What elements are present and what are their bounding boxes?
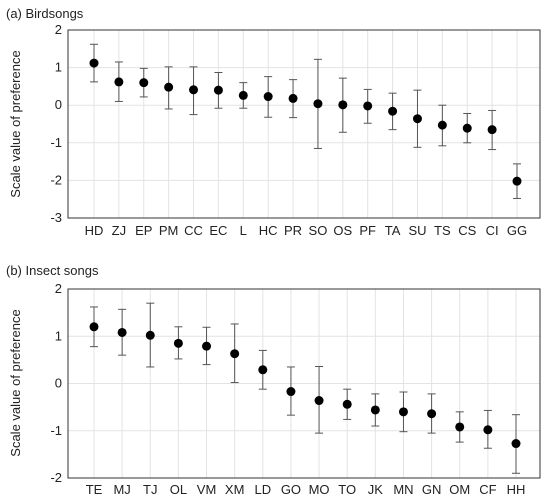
panel-b-xtick-label-JK: JK xyxy=(368,482,384,497)
panel-b-point-XM xyxy=(230,349,240,359)
panel-a-xtick-label-SU: SU xyxy=(408,223,426,238)
panel-b-xtick-label-GN: GN xyxy=(422,482,442,497)
panel-a-point-CI xyxy=(487,125,497,135)
panel-a-point-PF xyxy=(363,101,373,111)
panel-a-point-CC xyxy=(189,85,199,95)
panel-b-xtick-label-MN: MN xyxy=(393,482,413,497)
panel-b-point-GN xyxy=(427,409,437,419)
panel-a-xtick-label-CS: CS xyxy=(458,223,476,238)
panel-b-point-VM xyxy=(202,341,212,351)
panel-a-ytick-label: -2 xyxy=(50,172,62,187)
panel-a-point-PM xyxy=(164,82,174,92)
panel-b-xtick-label-OL: OL xyxy=(170,482,187,497)
panel-a-xtick-label-TA: TA xyxy=(385,223,401,238)
panel-b-ytick-label: 2 xyxy=(55,281,62,296)
panel-a-xtick-label-SO: SO xyxy=(309,223,328,238)
panel-a-point-TS xyxy=(437,120,447,130)
panel-a-point-HD xyxy=(89,58,99,68)
panel-b-ytick-label: -2 xyxy=(50,470,62,485)
panel-b-title: (b) Insect songs xyxy=(6,263,99,278)
panel-a-title: (a) Birdsongs xyxy=(6,6,84,21)
panel-a-xtick-label-EC: EC xyxy=(209,223,227,238)
panel-a-xtick-label-L: L xyxy=(240,223,247,238)
panel-b-point-CF xyxy=(483,425,493,435)
panel-a-xtick-label-OS: OS xyxy=(333,223,352,238)
panel-b-point-JK xyxy=(370,405,380,415)
panel-b-ytick-label: 0 xyxy=(55,376,62,391)
panel-a-point-PR xyxy=(288,93,298,103)
panel-b-xtick-label-LD: LD xyxy=(254,482,271,497)
panel-a-xtick-label-PM: PM xyxy=(159,223,179,238)
panel-a-xtick-label-ZJ: ZJ xyxy=(112,223,126,238)
panel-b-point-MJ xyxy=(117,327,127,337)
panel-a-point-OS xyxy=(338,100,348,110)
panel-a-ylabel: Scale value of preference xyxy=(8,50,23,197)
panel-b-point-TE xyxy=(89,322,99,332)
panel-b-xtick-label-MJ: MJ xyxy=(113,482,130,497)
panel-b-xtick-label-TE: TE xyxy=(86,482,103,497)
panel-a-ytick-label: 1 xyxy=(55,60,62,75)
panel-b-ylabel: Scale value of preference xyxy=(8,309,23,456)
panel-a-xtick-label-EP: EP xyxy=(135,223,152,238)
panel-b-xtick-label-MO: MO xyxy=(309,482,330,497)
panel-b-xtick-label-CF: CF xyxy=(479,482,496,497)
panel-b-point-LD xyxy=(258,365,268,375)
panel-a-xtick-label-HC: HC xyxy=(259,223,278,238)
panel-a-xtick-label-CC: CC xyxy=(184,223,203,238)
panel-b-point-GO xyxy=(286,387,296,397)
panel-b-xtick-label-XM: XM xyxy=(225,482,245,497)
panel-b-axes-frame xyxy=(67,288,541,479)
panel-b-xtick-label-HH: HH xyxy=(507,482,526,497)
panel-b-xtick-label-TJ: TJ xyxy=(143,482,157,497)
panel-a-axes-frame xyxy=(67,29,541,219)
panel-b-point-OM xyxy=(455,422,465,432)
panel-a-point-L xyxy=(238,90,248,100)
panel-a-ytick-label: 2 xyxy=(55,22,62,37)
panel-b-point-MN xyxy=(398,407,408,417)
panel-a-point-EP xyxy=(139,78,149,88)
panel-b-ytick-label: 1 xyxy=(55,328,62,343)
panel-a-xtick-label-HD: HD xyxy=(85,223,104,238)
panel-a-ytick-label: -3 xyxy=(50,210,62,225)
panel-a-ytick-label: -1 xyxy=(50,135,62,150)
panel-a-xtick-label-PF: PF xyxy=(359,223,376,238)
panel-b-point-MO xyxy=(314,396,324,406)
panel-a-point-SU xyxy=(412,114,422,124)
panel-b-point-HH xyxy=(511,439,521,449)
panel-a-xtick-label-GG: GG xyxy=(507,223,527,238)
panel-a-point-EC xyxy=(213,85,223,95)
panel-a-ytick-label: 0 xyxy=(55,97,62,112)
panel-b-ytick-label: -1 xyxy=(50,423,62,438)
panel-a-xtick-label-CI: CI xyxy=(486,223,499,238)
panel-b-xtick-label-TO: TO xyxy=(338,482,356,497)
panel-b-xtick-label-OM: OM xyxy=(449,482,470,497)
panel-a-point-TA xyxy=(388,106,398,116)
panel-a-point-CS xyxy=(462,123,472,133)
panel-a-point-HC xyxy=(263,92,273,102)
panel-a-point-ZJ xyxy=(114,77,124,87)
panel-b-point-OL xyxy=(173,338,183,348)
panel-a-point-GG xyxy=(512,176,522,186)
panel-a-xtick-label-PR: PR xyxy=(284,223,302,238)
panel-a-point-SO xyxy=(313,99,323,109)
panel-b-point-TJ xyxy=(145,330,155,340)
panel-b-xtick-label-VM: VM xyxy=(197,482,217,497)
panel-a-xtick-label-TS: TS xyxy=(434,223,451,238)
panel-b-xtick-label-GO: GO xyxy=(281,482,301,497)
panel-b-point-TO xyxy=(342,399,352,409)
